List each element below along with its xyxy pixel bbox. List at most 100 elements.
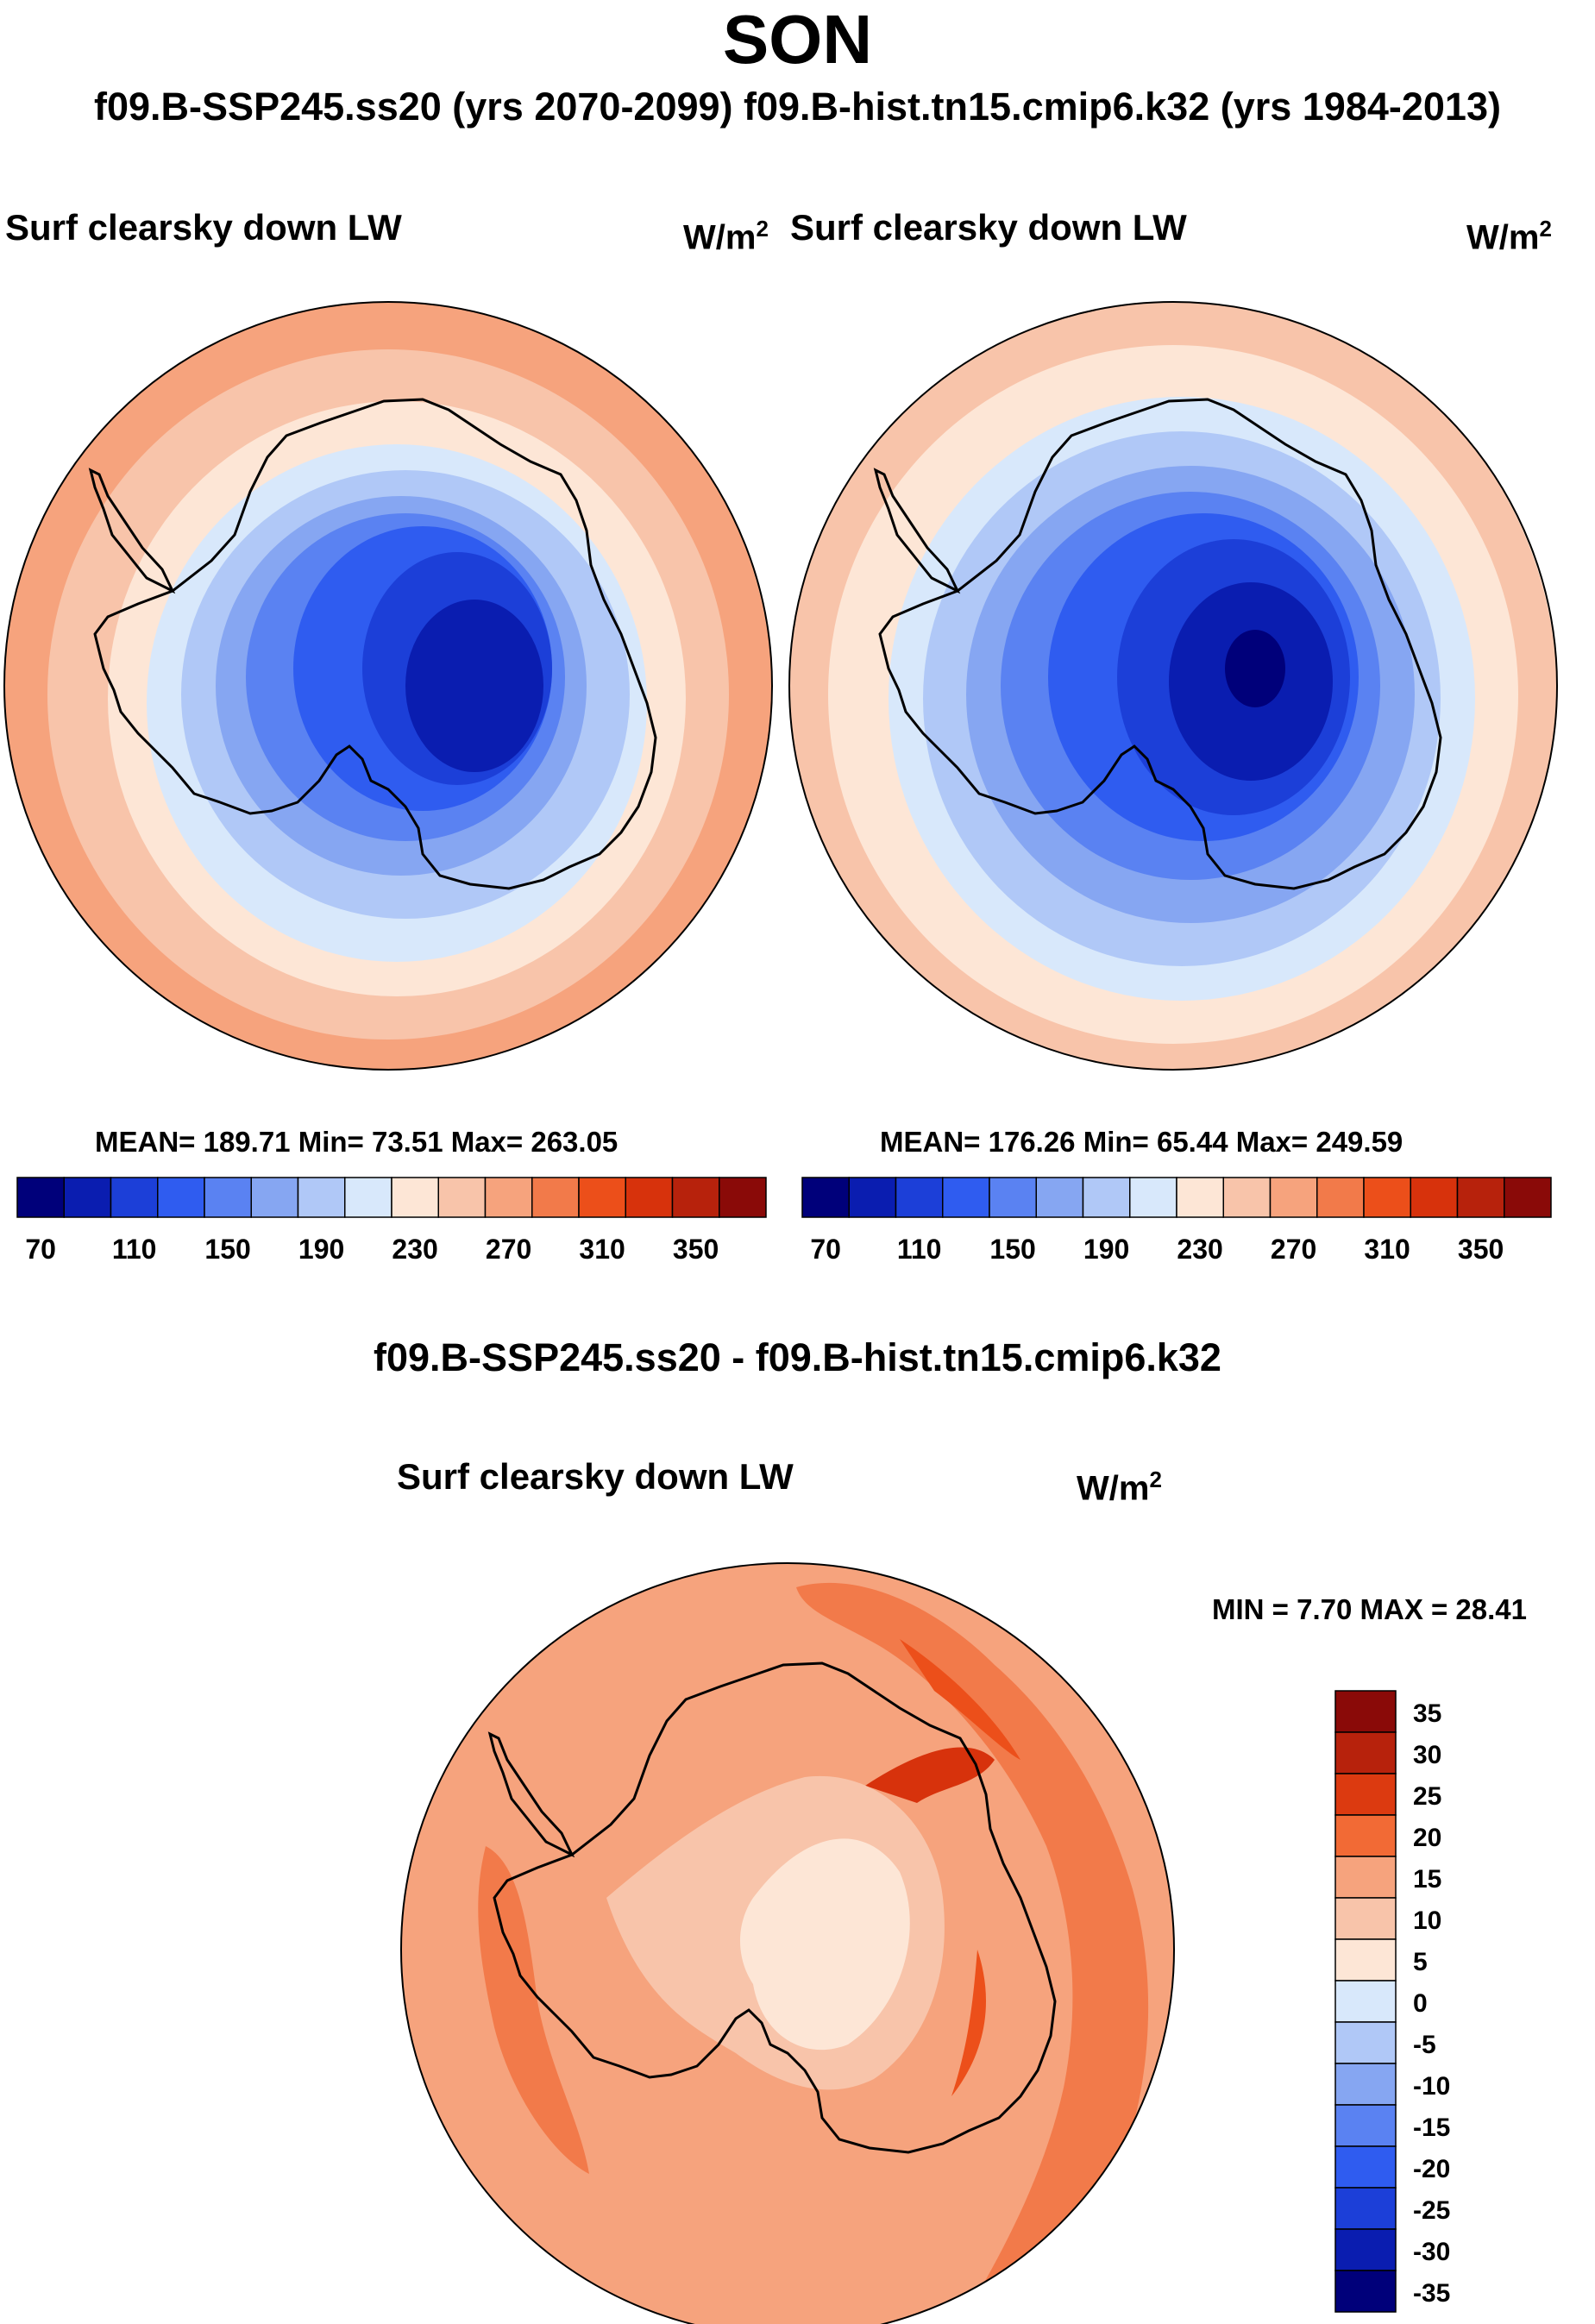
colorbar-box	[719, 1177, 767, 1218]
panel3-units: W/m2	[1077, 1467, 1162, 1508]
colorbar-tick-label: 25	[1413, 1782, 1441, 1811]
map-panel-difference	[401, 1563, 1174, 2324]
colorbar-box	[250, 1177, 299, 1218]
colorbar-box	[16, 1177, 65, 1218]
colorbar-box	[1176, 1177, 1224, 1218]
colorbar-tick-label: 70	[25, 1234, 56, 1265]
colorbar-panel-2: 70 110 150 190 230 270 310 350	[801, 1177, 1552, 1265]
colorbar-tick-label: 350	[673, 1234, 719, 1265]
colorbar-tick-label: 190	[298, 1234, 344, 1265]
colorbar-tick-label: -15	[1413, 2114, 1450, 2142]
colorbar-tick-label: 35	[1413, 1699, 1441, 1728]
map-panel-2-border	[788, 301, 1558, 1071]
colorbar-box	[1334, 1856, 1397, 1899]
colorbar-box	[1363, 1177, 1411, 1218]
colorbar-tick-label: 270	[1271, 1234, 1316, 1265]
panel1-stats: MEAN= 189.71 Min= 73.51 Max= 263.05	[95, 1126, 619, 1158]
colorbar-box	[1334, 2104, 1397, 2147]
run-subtitle: f09.B-SSP245.ss20 (yrs 2070-2099) f09.B-…	[94, 85, 1501, 129]
colorbar-box	[1334, 2021, 1397, 2064]
colorbar-box	[578, 1177, 626, 1218]
colorbar-box	[1334, 1773, 1397, 1816]
colorbar-tick-label: 310	[579, 1234, 625, 1265]
colorbar-box	[344, 1177, 392, 1218]
colorbar-box	[1082, 1177, 1131, 1218]
colorbar-box	[1334, 2063, 1397, 2106]
colorbar-tick-label: 70	[810, 1234, 841, 1265]
colorbar-box	[1334, 2145, 1397, 2189]
colorbar-box	[437, 1177, 487, 1218]
colorbar-tick-label: 15	[1413, 1865, 1441, 1894]
colorbar-box	[157, 1177, 205, 1218]
map-panel-difference-border	[400, 1562, 1175, 2324]
colorbar-box	[204, 1177, 252, 1218]
difference-title: f09.B-SSP245.ss20 - f09.B-hist.tn15.cmip…	[374, 1335, 1221, 1379]
colorbar-box	[1129, 1177, 1177, 1218]
colorbar-box	[942, 1177, 990, 1218]
panel1-variable: Surf clearsky down LW	[5, 207, 402, 248]
colorbar-box	[1334, 1690, 1397, 1733]
colorbar-tick-label: -30	[1413, 2238, 1450, 2266]
colorbar-box	[1334, 1897, 1397, 1940]
panel2-stats: MEAN= 176.26 Min= 65.44 Max= 249.59	[880, 1126, 1403, 1158]
colorbar-tick-label: 20	[1413, 1824, 1441, 1852]
panel1-units: W/m2	[683, 216, 769, 257]
colorbar-box	[110, 1177, 159, 1218]
colorbar-box	[1504, 1177, 1552, 1218]
colorbar-tick-label: 150	[989, 1234, 1035, 1265]
colorbar-tick-label: 10	[1413, 1906, 1441, 1935]
colorbar-tick-label: 270	[486, 1234, 531, 1265]
colorbar-box	[1269, 1177, 1318, 1218]
colorbar-box	[848, 1177, 897, 1218]
colorbar-difference: 35 30 25 20 15 10 5 0 -5 -10 -15 -20 -25 -30 -35	[1334, 1690, 1450, 2313]
colorbar-box	[1334, 1814, 1397, 1857]
colorbar-tick-label: 0	[1413, 1989, 1428, 2018]
colorbar-tick-label: 350	[1458, 1234, 1504, 1265]
colorbar-box	[1316, 1177, 1365, 1218]
colorbar-box	[895, 1177, 944, 1218]
colorbar-tick-label: -10	[1413, 2072, 1450, 2101]
colorbar-panel-1: 70 110 150 190 230 270 310 350	[16, 1177, 767, 1265]
colorbar-box	[1334, 2187, 1397, 2230]
colorbar-tick-label: 230	[392, 1234, 437, 1265]
colorbar-box	[391, 1177, 439, 1218]
colorbar-tick-label: 110	[897, 1234, 942, 1265]
colorbar-tick-label: -5	[1413, 2031, 1436, 2059]
colorbar-tick-label: 190	[1083, 1234, 1129, 1265]
colorbar-box	[484, 1177, 533, 1218]
panel2-variable: Surf clearsky down LW	[790, 207, 1187, 248]
colorbar-tick-label: -20	[1413, 2155, 1450, 2183]
panel2-units: W/m2	[1466, 216, 1552, 257]
map-panel-1-border	[3, 301, 773, 1071]
colorbar-tick-label: -35	[1413, 2279, 1450, 2308]
colorbar-tick-label: 230	[1177, 1234, 1222, 1265]
colorbar-box	[1222, 1177, 1272, 1218]
colorbar-box	[63, 1177, 112, 1218]
colorbar-tick-label: -25	[1413, 2196, 1450, 2225]
map-panel-1	[4, 302, 772, 1070]
colorbar-box	[531, 1177, 580, 1218]
colorbar-box	[989, 1177, 1037, 1218]
colorbar-box	[625, 1177, 674, 1218]
panel3-variable: Surf clearsky down LW	[397, 1456, 794, 1497]
colorbar-tick-label: 5	[1413, 1948, 1428, 1976]
colorbar-box	[1035, 1177, 1084, 1218]
colorbar-box	[671, 1177, 720, 1218]
colorbar-box	[1334, 2270, 1397, 2313]
map-panel-2	[789, 302, 1557, 1070]
colorbar-tick-label: 110	[112, 1234, 157, 1265]
page-title: SON	[722, 1, 873, 78]
colorbar-tick-label: 30	[1413, 1741, 1441, 1769]
panel3-stats: MIN = 7.70 MAX = 28.41	[1212, 1593, 1528, 1625]
colorbar-box	[1334, 1980, 1397, 2023]
colorbar-box	[1334, 1731, 1397, 1774]
colorbar-box	[1456, 1177, 1505, 1218]
colorbar-box	[297, 1177, 346, 1218]
colorbar-box	[1334, 2228, 1397, 2271]
colorbar-box	[1334, 1938, 1397, 1982]
colorbar-box	[801, 1177, 850, 1218]
colorbar-box	[1410, 1177, 1459, 1218]
colorbar-tick-label: 150	[204, 1234, 250, 1265]
colorbar-tick-label: 310	[1364, 1234, 1410, 1265]
